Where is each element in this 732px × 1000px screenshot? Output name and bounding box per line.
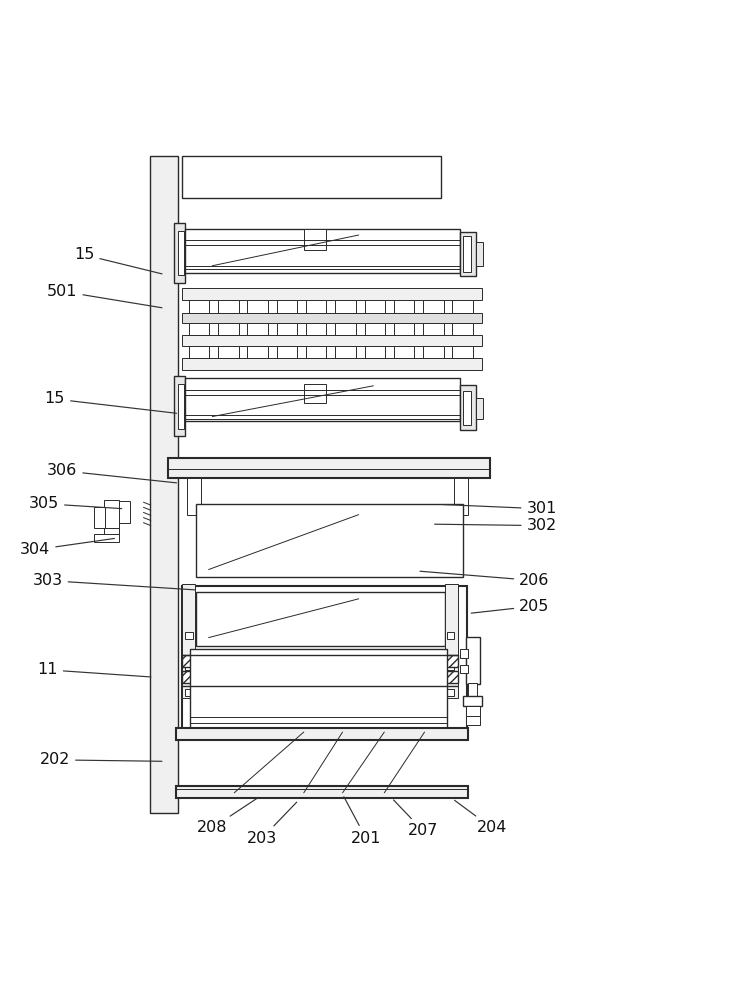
Bar	[185, 229, 460, 273]
Bar	[94, 534, 119, 542]
Bar	[454, 478, 468, 515]
Bar	[94, 507, 105, 528]
Text: 204: 204	[455, 800, 507, 835]
Bar	[306, 346, 326, 358]
Bar	[447, 663, 454, 670]
Bar	[277, 300, 297, 313]
Bar	[394, 300, 414, 313]
Bar	[178, 231, 184, 275]
Bar	[277, 346, 297, 358]
Bar	[463, 391, 471, 425]
Bar	[304, 229, 326, 250]
Bar	[365, 300, 385, 313]
Bar	[423, 346, 444, 358]
Bar	[174, 376, 185, 436]
Bar	[476, 242, 483, 266]
Bar	[104, 500, 119, 529]
Bar	[476, 398, 483, 419]
Bar	[394, 346, 414, 358]
Bar	[445, 584, 458, 698]
Bar	[168, 458, 490, 478]
Bar	[117, 501, 130, 523]
Bar	[447, 632, 454, 639]
Bar	[185, 663, 193, 670]
Text: 301: 301	[442, 501, 557, 516]
Text: 501: 501	[47, 284, 162, 308]
Bar	[182, 358, 482, 370]
Bar	[460, 232, 476, 276]
Bar	[104, 528, 119, 535]
Bar	[304, 384, 326, 403]
Bar	[182, 335, 482, 346]
Text: 203: 203	[247, 802, 296, 846]
Bar	[182, 586, 467, 731]
Bar	[150, 156, 178, 813]
Text: 202: 202	[40, 752, 162, 767]
Bar	[182, 655, 458, 667]
Bar	[187, 478, 201, 515]
Bar	[190, 649, 447, 728]
Text: 302: 302	[435, 518, 557, 533]
Bar	[189, 323, 209, 335]
Bar	[196, 504, 463, 577]
Bar	[182, 156, 441, 198]
Bar	[247, 300, 268, 313]
Bar	[189, 346, 209, 358]
Bar	[218, 300, 239, 313]
Bar	[218, 346, 239, 358]
Bar	[182, 288, 482, 300]
Bar	[463, 696, 482, 706]
Bar	[466, 716, 480, 725]
Bar	[178, 384, 184, 429]
Bar	[423, 300, 444, 313]
Bar	[447, 689, 454, 696]
Bar	[335, 300, 356, 313]
Text: 201: 201	[344, 797, 381, 846]
Bar	[335, 323, 356, 335]
Bar	[185, 689, 193, 696]
Bar	[466, 637, 480, 684]
Text: 305: 305	[29, 496, 122, 511]
Bar	[277, 323, 297, 335]
Text: 15: 15	[74, 247, 162, 274]
Bar	[468, 683, 477, 698]
Bar	[452, 346, 473, 358]
Bar	[218, 323, 239, 335]
Bar	[460, 385, 476, 430]
Text: 206: 206	[420, 571, 550, 588]
Bar	[196, 591, 445, 646]
Bar	[185, 632, 193, 639]
Text: 306: 306	[47, 463, 176, 483]
Bar	[182, 313, 482, 323]
Bar	[174, 223, 185, 283]
Text: 208: 208	[197, 798, 258, 835]
Bar	[463, 236, 471, 272]
Bar	[460, 665, 468, 673]
Bar	[452, 300, 473, 313]
Bar	[247, 323, 268, 335]
Bar	[460, 649, 468, 658]
Bar	[365, 346, 385, 358]
Bar	[466, 706, 480, 717]
Bar	[176, 786, 468, 798]
Bar	[423, 323, 444, 335]
Bar	[394, 323, 414, 335]
Text: 15: 15	[45, 391, 176, 413]
Bar	[176, 728, 468, 740]
Bar	[306, 300, 326, 313]
Bar	[365, 323, 385, 335]
Text: 207: 207	[394, 800, 438, 838]
Bar	[182, 584, 195, 698]
Bar	[452, 323, 473, 335]
Text: 205: 205	[471, 599, 550, 614]
Bar	[247, 346, 268, 358]
Text: 11: 11	[37, 662, 151, 677]
Bar	[306, 323, 326, 335]
Bar	[185, 378, 460, 421]
Bar	[335, 346, 356, 358]
Text: 303: 303	[32, 573, 195, 590]
Bar	[182, 671, 458, 683]
Text: 304: 304	[20, 538, 114, 557]
Bar	[189, 300, 209, 313]
